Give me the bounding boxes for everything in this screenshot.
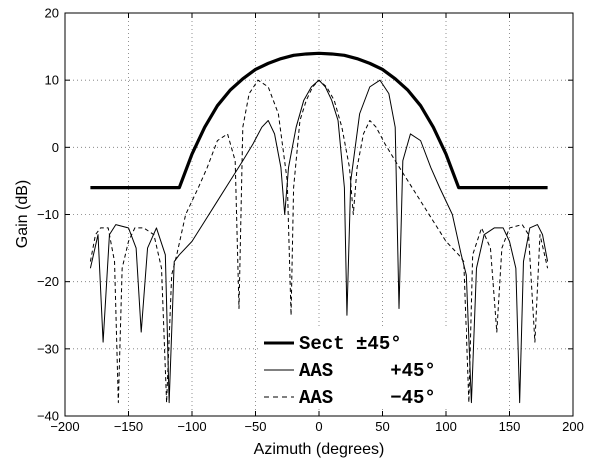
x-tick-label: −100 — [177, 419, 206, 434]
y-axis-label: Gain (dB) — [14, 180, 31, 248]
x-tick-label: 0 — [315, 419, 322, 434]
x-axis-label: Azimuth (degrees) — [254, 441, 385, 458]
legend-label-aas-minus45: AAS −45° — [299, 387, 436, 409]
legend-label-sect: Sect ±45° — [299, 333, 402, 355]
y-tick-label: −40 — [37, 409, 59, 424]
y-tick-label: −10 — [37, 207, 59, 222]
y-tick-label: 10 — [45, 73, 59, 88]
x-tick-label: 50 — [375, 419, 389, 434]
legend: Sect ±45° AAS +45° AAS −45° — [258, 327, 466, 409]
x-tick-label: −150 — [114, 419, 143, 434]
x-tick-label: 100 — [435, 419, 457, 434]
x-tick-label: 200 — [562, 419, 584, 434]
y-tick-label: −30 — [37, 341, 59, 356]
x-tick-label: −50 — [244, 419, 266, 434]
y-tick-label: 20 — [45, 6, 59, 21]
legend-label-aas-plus45: AAS +45° — [299, 360, 436, 382]
y-tick-label: 0 — [52, 140, 59, 155]
x-tick-label: 150 — [499, 419, 521, 434]
y-tick-label: −20 — [37, 274, 59, 289]
